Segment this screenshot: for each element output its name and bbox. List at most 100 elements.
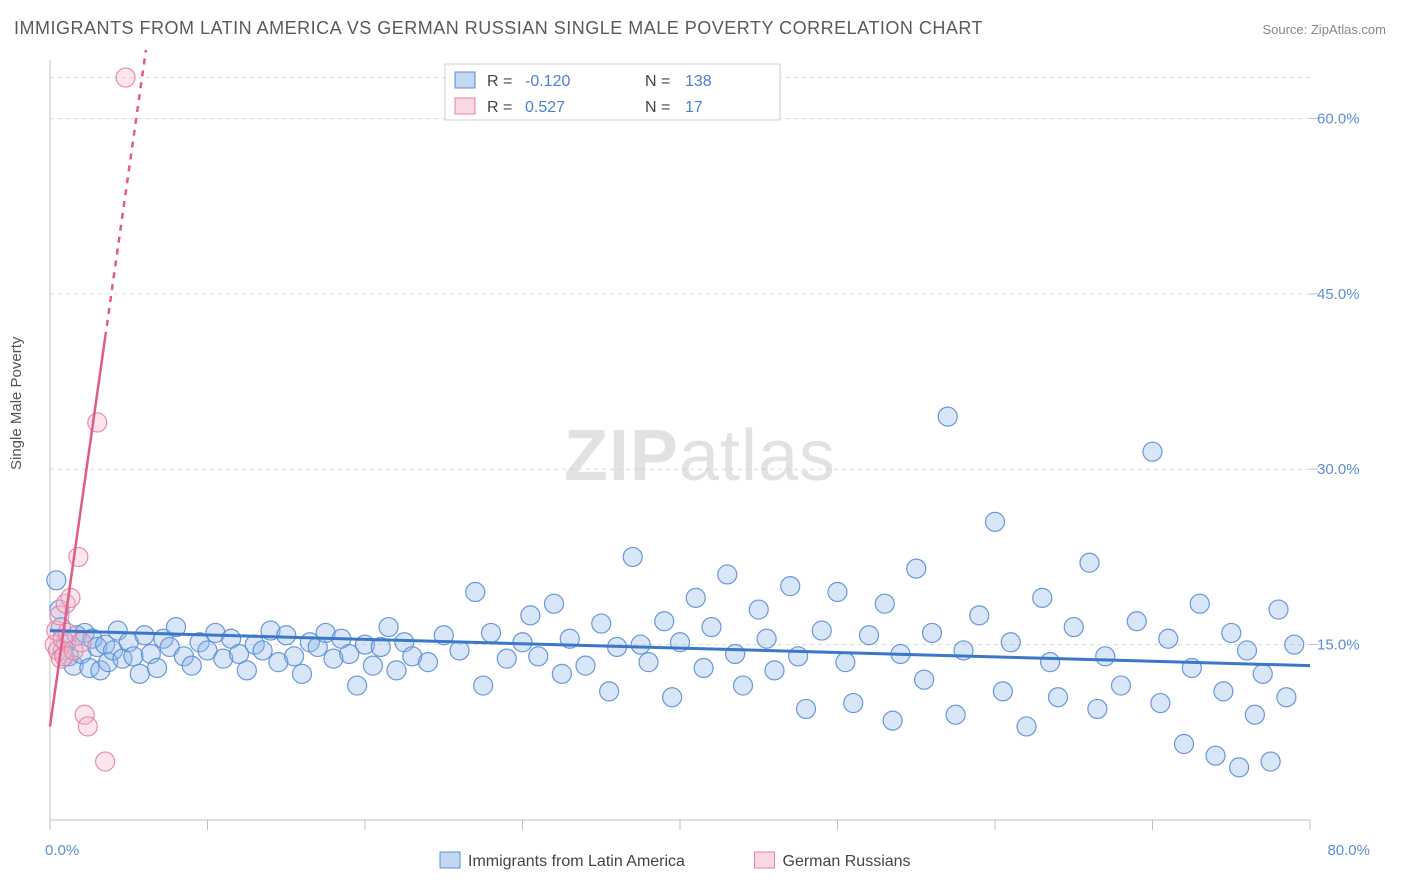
data-point — [130, 664, 149, 683]
legend-swatch — [755, 852, 775, 868]
svg-text:-0.120: -0.120 — [525, 73, 570, 90]
chart-source: Source: ZipAtlas.com — [1262, 22, 1386, 37]
data-point — [1222, 623, 1241, 642]
data-point — [883, 711, 902, 730]
data-point — [482, 623, 501, 642]
scatter-chart: 15.0%30.0%45.0%60.0%0.0%80.0%ZIPatlasR =… — [0, 50, 1406, 892]
data-point — [1064, 618, 1083, 637]
data-point — [96, 752, 115, 771]
data-point — [789, 647, 808, 666]
data-point — [1151, 694, 1170, 713]
svg-text:45.0%: 45.0% — [1317, 286, 1360, 303]
source-link[interactable]: ZipAtlas.com — [1311, 22, 1386, 37]
data-point — [797, 699, 816, 718]
data-point — [726, 644, 745, 663]
data-point — [1277, 688, 1296, 707]
chart-container: Single Male Poverty 15.0%30.0%45.0%60.0%… — [0, 50, 1406, 892]
data-point — [72, 633, 91, 652]
svg-text:0.527: 0.527 — [525, 99, 565, 116]
data-point — [781, 577, 800, 596]
data-point — [466, 583, 485, 602]
data-point — [1096, 647, 1115, 666]
data-point — [1143, 442, 1162, 461]
data-point — [1088, 699, 1107, 718]
data-point — [836, 653, 855, 672]
data-point — [576, 656, 595, 675]
data-point — [1127, 612, 1146, 631]
data-point — [734, 676, 753, 695]
svg-text:138: 138 — [685, 73, 712, 90]
data-point — [1041, 653, 1060, 672]
data-point — [237, 661, 256, 680]
data-point — [631, 635, 650, 654]
svg-text:ZIPatlas: ZIPatlas — [564, 416, 836, 496]
data-point — [946, 705, 965, 724]
data-point — [1080, 553, 1099, 572]
data-point — [1175, 735, 1194, 754]
data-point — [702, 618, 721, 637]
data-point — [1230, 758, 1249, 777]
chart-title: IMMIGRANTS FROM LATIN AMERICA VS GERMAN … — [14, 18, 983, 39]
data-point — [348, 676, 367, 695]
data-point — [600, 682, 619, 701]
data-point — [148, 659, 167, 678]
data-point — [379, 618, 398, 637]
data-point — [253, 641, 272, 660]
data-point — [88, 413, 107, 432]
data-point — [923, 623, 942, 642]
data-point — [1190, 594, 1209, 613]
data-point — [639, 653, 658, 672]
svg-text:R =: R = — [487, 73, 512, 90]
svg-text:0.0%: 0.0% — [45, 842, 79, 859]
data-point — [812, 621, 831, 640]
data-point — [521, 606, 540, 625]
data-point — [363, 656, 382, 675]
data-point — [69, 547, 88, 566]
data-point — [623, 547, 642, 566]
data-point — [757, 629, 776, 648]
legend-swatch — [455, 72, 475, 88]
data-point — [655, 612, 674, 631]
data-point — [986, 512, 1005, 531]
data-point — [970, 606, 989, 625]
data-point — [1238, 641, 1257, 660]
svg-text:17: 17 — [685, 99, 703, 116]
data-point — [1049, 688, 1068, 707]
data-point — [844, 694, 863, 713]
data-point — [277, 626, 296, 645]
trend-line-pink-dash — [105, 50, 160, 338]
legend-label: Immigrants from Latin America — [468, 853, 685, 870]
data-point — [663, 688, 682, 707]
data-point — [293, 664, 312, 683]
data-point — [875, 594, 894, 613]
data-point — [1245, 705, 1264, 724]
legend-label: German Russians — [783, 853, 911, 870]
data-point — [907, 559, 926, 578]
data-point — [765, 661, 784, 680]
data-point — [545, 594, 564, 613]
data-point — [135, 626, 154, 645]
data-point — [1112, 676, 1131, 695]
svg-text:15.0%: 15.0% — [1317, 637, 1360, 654]
source-prefix: Source: — [1262, 22, 1310, 37]
data-point — [474, 676, 493, 695]
data-point — [694, 659, 713, 678]
data-point — [285, 647, 304, 666]
data-point — [828, 583, 847, 602]
data-point — [749, 600, 768, 619]
data-point — [497, 649, 516, 668]
data-point — [116, 68, 135, 87]
data-point — [1159, 629, 1178, 648]
svg-text:60.0%: 60.0% — [1317, 110, 1360, 127]
svg-text:80.0%: 80.0% — [1327, 842, 1370, 859]
data-point — [938, 407, 957, 426]
y-axis-label: Single Male Poverty — [8, 337, 25, 470]
data-point — [1261, 752, 1280, 771]
data-point — [860, 626, 879, 645]
legend-swatch — [455, 98, 475, 114]
data-point — [1033, 588, 1052, 607]
data-point — [552, 664, 571, 683]
data-point — [1253, 664, 1272, 683]
data-point — [1017, 717, 1036, 736]
data-point — [419, 653, 438, 672]
